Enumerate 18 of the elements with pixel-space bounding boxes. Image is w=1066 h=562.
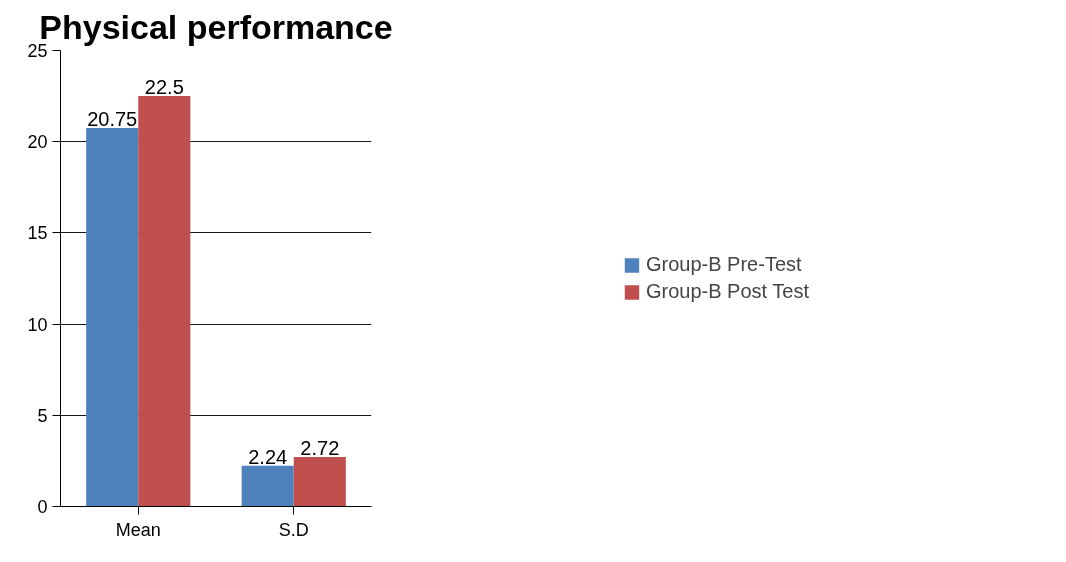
bar [86, 128, 139, 507]
y-tick-label: 0 [37, 497, 48, 517]
y-tick-label: 10 [27, 314, 48, 335]
data-label: 22.5 [144, 76, 184, 99]
data-label: 2.72 [300, 436, 340, 459]
x-tick-label: S.D [278, 519, 309, 540]
bar [293, 456, 346, 507]
y-tick-label: 5 [37, 405, 48, 426]
legend-label: Group-B Post Test [645, 280, 810, 303]
bar [138, 96, 191, 507]
y-tick-label: 20 [27, 132, 48, 153]
y-tick-label: 15 [27, 223, 48, 244]
data-label: 2.24 [248, 445, 288, 468]
legend-label: Group-B Pre-Test [645, 253, 802, 276]
bar [241, 465, 294, 507]
data-label: 20.75 [87, 108, 138, 131]
x-tick-label: Mean [115, 519, 161, 540]
y-tick-label: 25 [27, 41, 48, 61]
